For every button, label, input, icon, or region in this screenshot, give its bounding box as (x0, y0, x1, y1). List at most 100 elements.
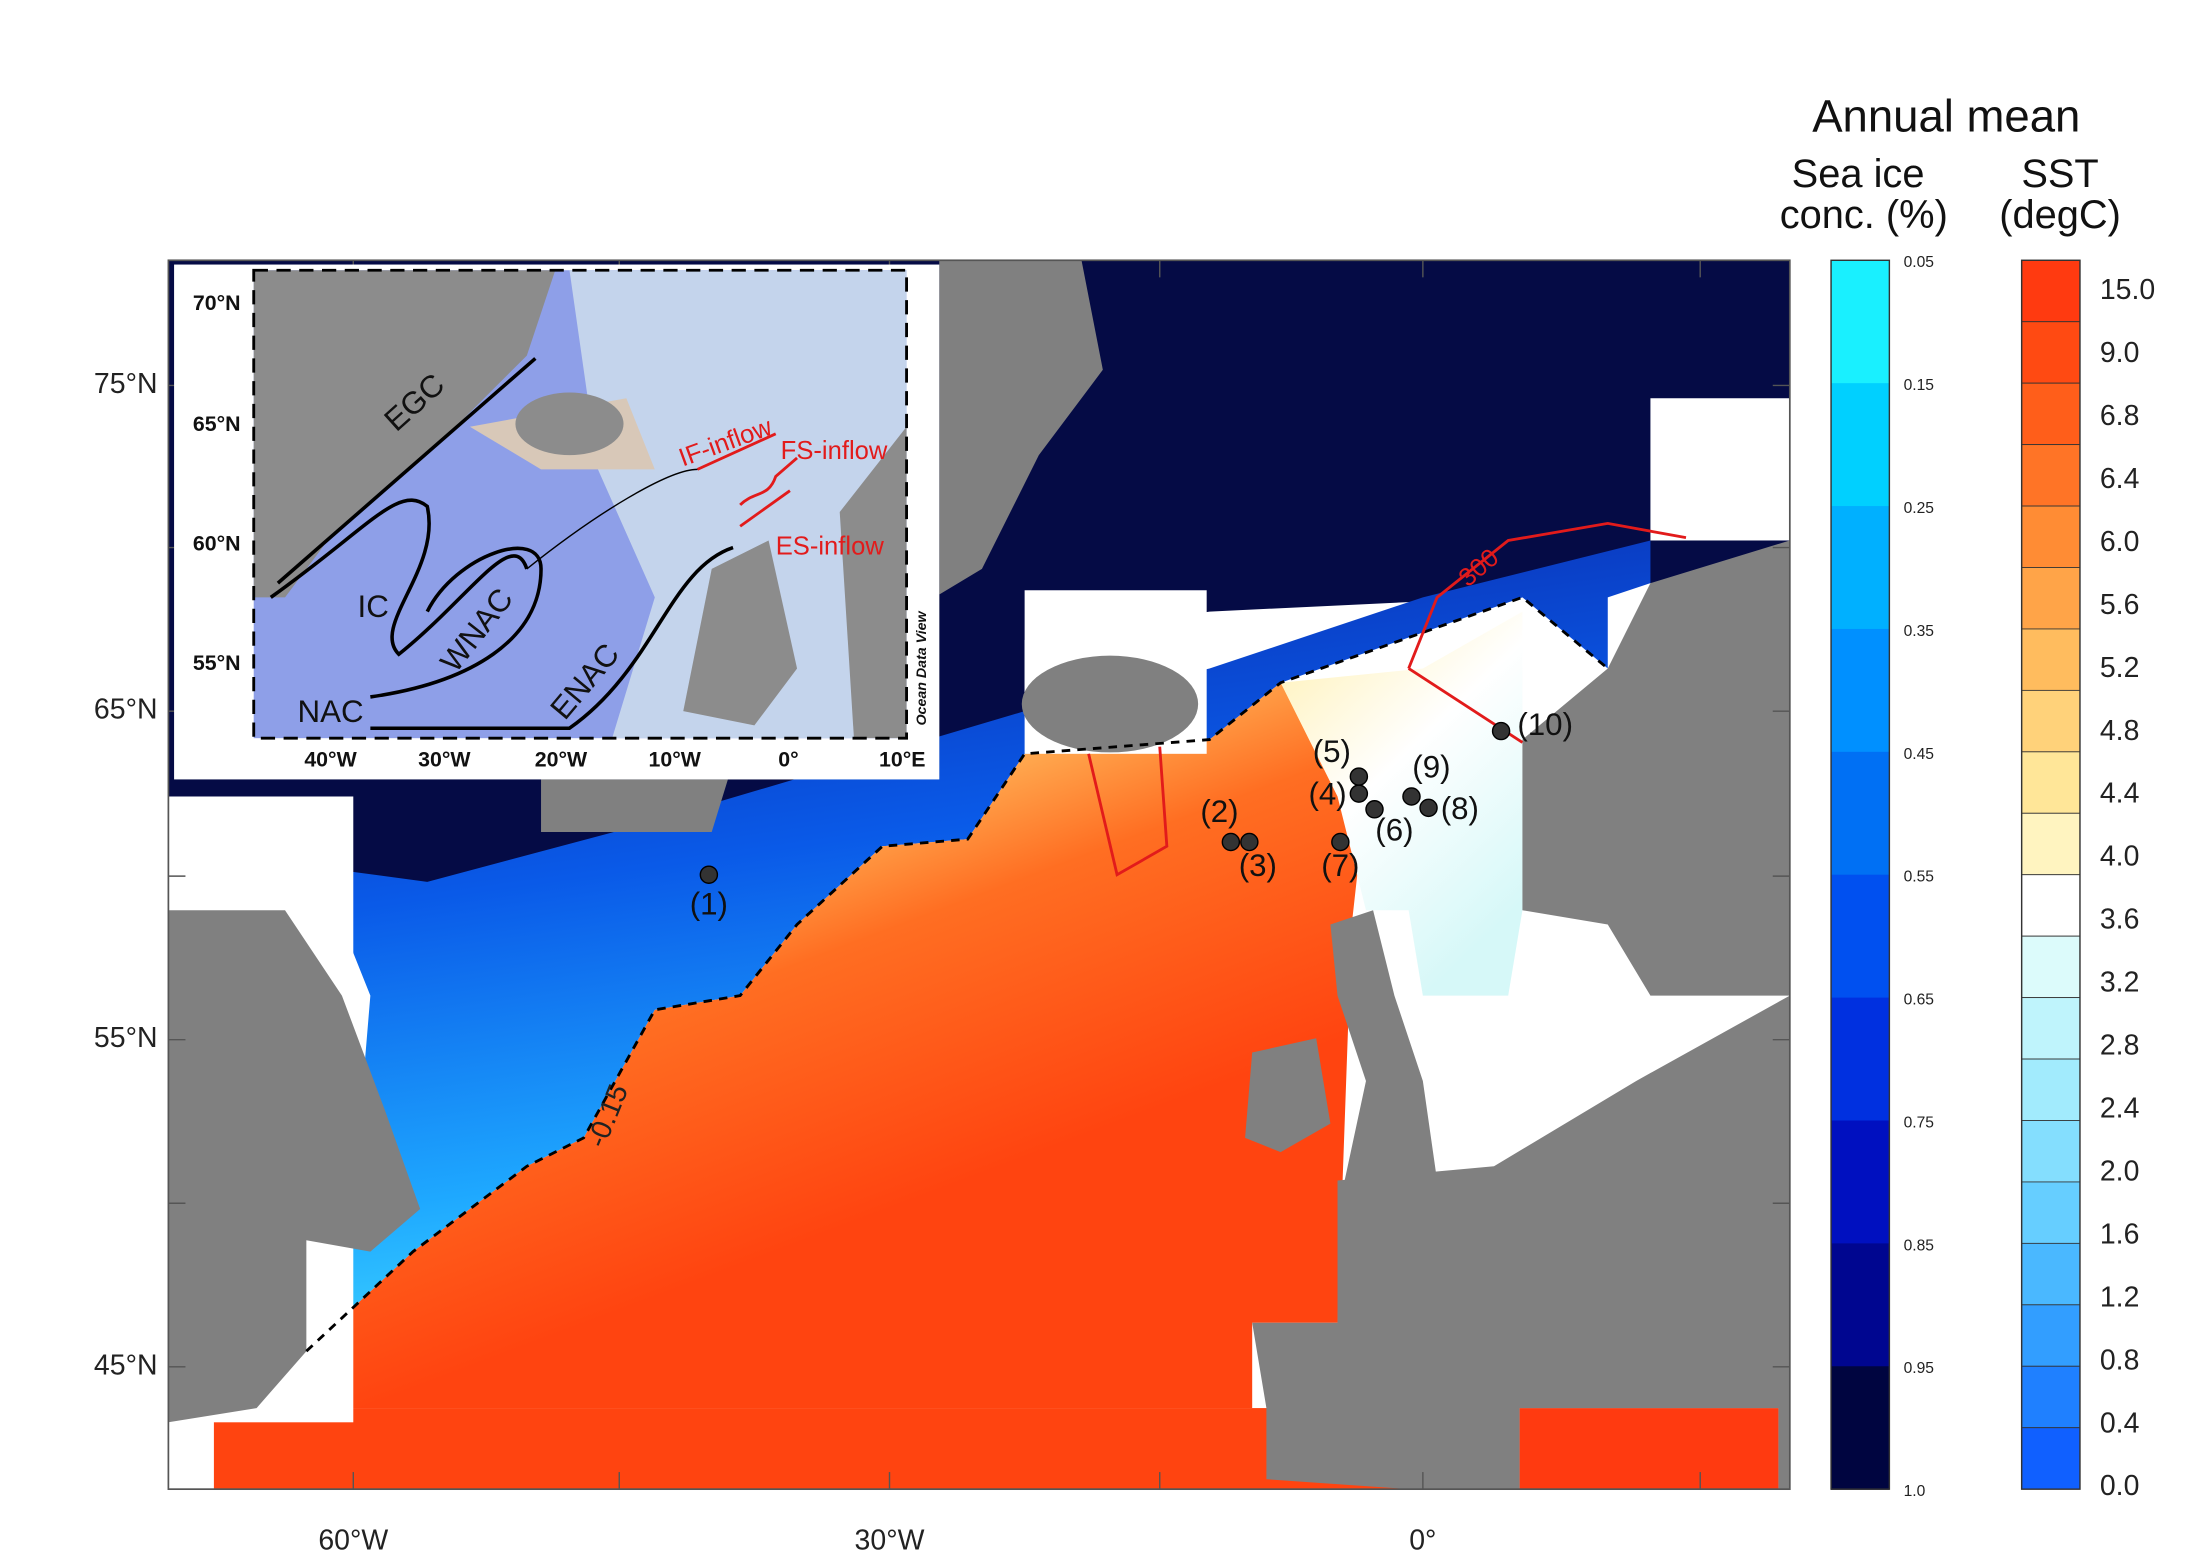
ireland (1245, 1038, 1331, 1153)
colorbar-band (1831, 260, 1890, 384)
colorbar-band (2021, 628, 2081, 691)
station-label: (6) (1375, 812, 1413, 847)
scandinavia (1522, 540, 1790, 996)
current-arrow (526, 468, 698, 570)
inflow-label: FS-inflow (781, 437, 888, 465)
colorbar-band (1831, 997, 1890, 1122)
colorbar-band (1831, 1366, 1890, 1490)
colorbar-band (1831, 751, 1890, 876)
colorbar-tick-label: 0.4 (2100, 1407, 2140, 1439)
colorbar-tick-label: 2.0 (2100, 1155, 2140, 1187)
colorbar-tick-label: 0.95 (1904, 1360, 1935, 1377)
land (168, 260, 1790, 1490)
colorbar-band (2021, 997, 2081, 1060)
colorbar-tick-label: 4.0 (2100, 841, 2140, 873)
ice-contour (305, 595, 1609, 1353)
station-label: (2) (1200, 794, 1238, 829)
station-label: (9) (1412, 750, 1450, 785)
colorbar-tick-label: 4.8 (2100, 715, 2140, 747)
colorbar-tick-label: 5.6 (2100, 589, 2140, 621)
colorbar-tick-label: 6.4 (2100, 463, 2140, 495)
sst-field (213, 682, 1366, 1409)
station-label: (4) (1308, 777, 1346, 812)
inset: 70°N65°N60°N55°N40°W 30°W 20°W 10°W 0° 10°EEG… (174, 264, 940, 780)
inset-currents (269, 357, 734, 730)
colorbar-tick-label: 0.35 (1904, 623, 1935, 640)
inset-lat-label: 60°N (193, 531, 241, 555)
colorbar-tick-label: 0.05 (1904, 254, 1935, 271)
lon-label: 30°W (855, 1524, 925, 1556)
colorbar-tick-label: 3.6 (2100, 904, 2140, 936)
colorbar-band (2021, 321, 2081, 384)
inset-greenland (253, 270, 556, 598)
current-label: NAC (298, 694, 364, 729)
current-arrow (370, 545, 734, 730)
current-arrow (269, 498, 529, 657)
colorbar-band (2021, 505, 2081, 568)
lon-label: 60°W (318, 1524, 388, 1556)
depth-contour (1407, 521, 1687, 670)
inflow-arrow (739, 456, 798, 506)
inset-lon-label: 40°W (304, 748, 357, 772)
station-label: (10) (1517, 707, 1573, 742)
current-label: IC (358, 589, 389, 624)
current-arrow (370, 546, 543, 699)
current-arrow (276, 357, 537, 585)
station-marker (1419, 798, 1438, 818)
colorbar-band (2021, 444, 2081, 507)
station-label: (7) (1321, 848, 1359, 883)
colorbar-tick-label: 5.2 (2100, 652, 2140, 684)
colorbar-title: Sea ice (1792, 152, 1925, 196)
colorbar-tick-label: 0.65 (1904, 992, 1935, 1009)
inset-lat-label: 70°N (193, 291, 241, 315)
section-line (1087, 746, 1169, 877)
station-marker (1349, 784, 1369, 803)
inflow-label: ES-inflow (776, 532, 885, 560)
colorbar-band (2021, 382, 2081, 446)
colorbar-tick-label: 0.45 (1904, 746, 1935, 763)
title: Annual mean (1812, 90, 2080, 141)
colorbar-band (2021, 1058, 2081, 1121)
colorbar-title: conc. (%) (1780, 193, 1948, 237)
colorbar-band (2021, 1365, 2081, 1429)
map: -0.15 300 (1)(2)(3)(4)(5)(6)(7)(8)(9)(10… (94, 259, 1791, 1556)
inset-lon-label: 30°W (418, 748, 471, 772)
colorbar-tick-label: 2.4 (2100, 1093, 2140, 1125)
inset-lat-label: 65°N (193, 412, 241, 436)
inset-europe (839, 426, 907, 739)
colorbar-tick-label: 1.0 (1904, 1483, 1926, 1500)
ice-edge-band (213, 540, 1651, 1352)
inflow-arrows (696, 432, 798, 528)
colorbar-tick-label: 6.8 (2100, 400, 2140, 432)
iceland (1021, 655, 1199, 753)
lat-label: 65°N (94, 694, 158, 726)
colorbar-tick-label: 2.8 (2100, 1030, 2140, 1062)
colorbar-band (1831, 874, 1890, 999)
map-frame (167, 259, 1791, 1491)
colorbar-tick-label: 1.6 (2100, 1218, 2140, 1250)
station-marker (1402, 787, 1421, 806)
inset-labels: 70°N65°N60°N55°N40°W 30°W 20°W 10°W 0° 10°EEG… (193, 291, 930, 772)
colorbar-tick-label: 0.55 (1904, 869, 1935, 886)
lat-label: 75°N (94, 368, 158, 400)
inset-shelf (569, 270, 907, 739)
colorbars: 0.05 0.15 0.25 0.35 0.45 0.55 0.65 0.75 0.85 0.95… (1780, 152, 2156, 1502)
inset-land (253, 270, 907, 739)
colorbar-tick-label: 6.0 (2100, 526, 2140, 558)
colorbar-band (2021, 1120, 2081, 1183)
colorbar-frame (2020, 259, 2081, 1490)
colorbar-band (2021, 1304, 2081, 1367)
colorbar-band (2021, 751, 2081, 814)
inset-britain (683, 540, 798, 726)
mask (1650, 398, 1790, 541)
inset-lon-label: 20°W (535, 748, 588, 772)
colorbar-band (1831, 383, 1890, 507)
colorbar-band (1831, 506, 1890, 630)
station-label: (8) (1441, 791, 1479, 826)
sst-north-sea (1280, 611, 1523, 996)
colorbar-tick-label: 1.2 (2100, 1281, 2140, 1313)
inset-lon-label: 0° (778, 748, 798, 772)
colorbar-tick-label: 9.0 (2100, 337, 2140, 369)
europe (1252, 995, 1790, 1490)
